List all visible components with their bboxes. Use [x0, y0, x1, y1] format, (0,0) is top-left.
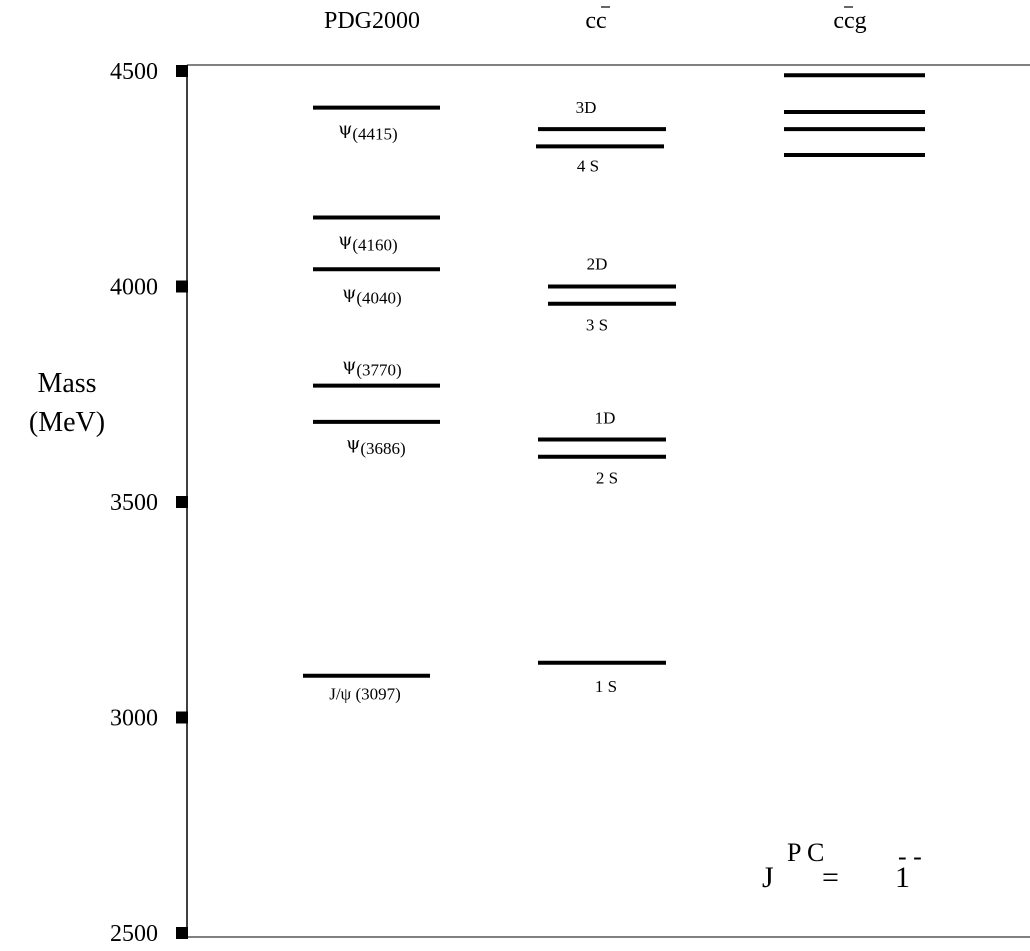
- y-ticks: 4500 4000 3500 3000 2500: [110, 59, 188, 947]
- jpc-superscript: P C: [787, 838, 824, 867]
- tick-mark-4500: [176, 65, 188, 77]
- tick-label-3500: 3500: [110, 490, 158, 516]
- pdg-levels: ψ(4415)ψ(4160)ψ(4040)ψ(3770)ψ(3686)J/ψ (…: [303, 105, 440, 704]
- header-ccg-suffix: g: [855, 8, 867, 34]
- pdg-label-4040: ψ(4040): [342, 282, 401, 307]
- pdg-symbol-4040: ψ: [342, 282, 356, 303]
- pdg-mass-3770: (3770): [356, 361, 401, 380]
- header-pdg: PDG2000: [324, 8, 420, 34]
- pdg-symbol-3770: ψ: [342, 355, 356, 376]
- jpc-annotation: J P C = 1 - -: [762, 838, 922, 894]
- svg-text:ccg: ccg: [833, 8, 866, 34]
- jpc-equals: =: [822, 861, 839, 894]
- pdg-mass-3686: (3686): [360, 439, 405, 458]
- cc-label-1S: 1 S: [595, 677, 617, 696]
- pdg-label-4160: ψ(4160): [338, 230, 397, 255]
- cc-label-3S: 3 S: [586, 316, 608, 335]
- cc-label-3D: 3D: [576, 98, 597, 117]
- jpc-value-superscript: - -: [898, 842, 922, 871]
- header-ccg-bar: c: [844, 8, 855, 34]
- pdg-symbol-3686: ψ: [346, 433, 360, 454]
- pdg-symbol-4160: ψ: [338, 230, 352, 251]
- pdg-label-3097: J/ψ (3097): [329, 685, 401, 704]
- header-cc-base: c: [585, 8, 596, 34]
- pdg-mass-4160: (4160): [352, 236, 397, 255]
- tick-label-4000: 4000: [110, 275, 158, 301]
- header-ccg: ccg: [833, 6, 867, 34]
- pdg-mass-4040: (4040): [356, 288, 401, 307]
- pdg-label-3686: ψ(3686): [346, 433, 405, 458]
- y-axis-label-line2: (MeV): [29, 407, 105, 438]
- pdg-symbol-3097: J/ψ: [329, 685, 351, 704]
- cc-levels: 3D 4 S 2D 3 S 1D 2 S 1 S: [536, 98, 676, 696]
- cc-label-2D: 2D: [587, 255, 608, 274]
- pdg-label-4415: ψ(4415): [338, 119, 397, 144]
- jpc-value: 1: [895, 861, 910, 894]
- jpc-base: J: [762, 861, 774, 894]
- pdg-mass-4415: (4415): [352, 125, 397, 144]
- header-cc-bar: c: [596, 8, 607, 34]
- tick-mark-3000: [176, 711, 188, 724]
- pdg-label-3770: ψ(3770): [342, 355, 401, 380]
- y-axis-label-line1: Mass: [37, 368, 96, 399]
- cc-label-4S: 4 S: [577, 156, 599, 175]
- pdg-symbol-4415: ψ: [338, 119, 352, 140]
- tick-label-3000: 3000: [110, 706, 158, 732]
- tick-mark-2500: [176, 927, 188, 939]
- tick-mark-3500: [176, 496, 188, 508]
- svg-text:cc: cc: [585, 8, 606, 34]
- tick-label-4500: 4500: [110, 59, 158, 85]
- pdg-mass-3097: (3097): [351, 685, 401, 704]
- cc-label-1D: 1D: [595, 409, 616, 428]
- tick-mark-4000: [176, 280, 188, 293]
- cc-label-2S: 2 S: [596, 469, 618, 488]
- header-cc: cc: [585, 6, 610, 34]
- ccg-levels: [784, 73, 925, 158]
- header-ccg-base: c: [833, 8, 844, 34]
- tick-label-2500: 2500: [110, 921, 158, 947]
